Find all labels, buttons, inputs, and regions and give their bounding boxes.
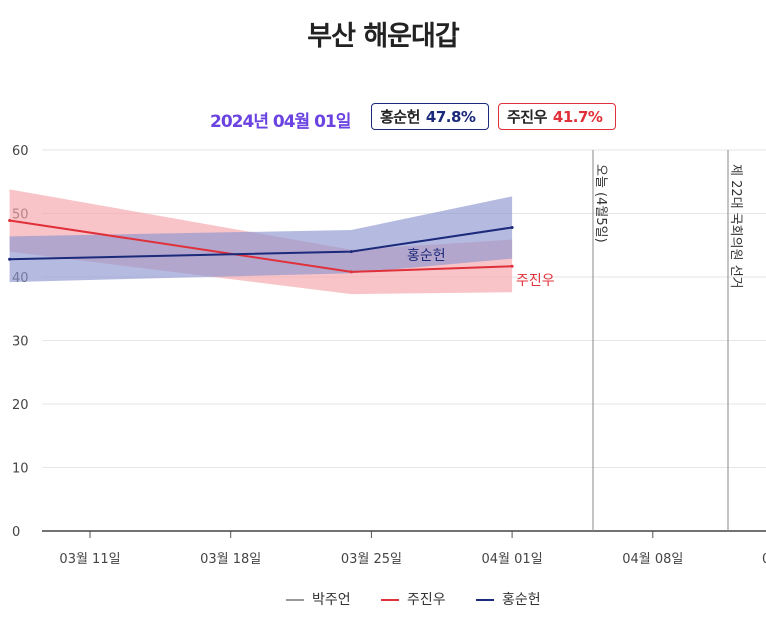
summary-bar: 2024년 04월 01일 홍순헌 47.8% 주진우 41.7% [0,103,766,133]
data-point [8,218,12,222]
confidence-band [9,196,513,283]
badge-hong-sunheon: 홍순헌 47.8% [371,103,489,130]
y-tick-label: 30 [12,335,29,350]
y-tick-label: 10 [12,462,29,477]
legend-swatch [381,599,399,601]
x-tick-label: 03월 11일 [59,552,120,567]
y-tick-label: 0 [12,525,20,540]
chart-title: 부산 해운대갑 [307,21,459,52]
legend-swatch [476,599,494,601]
data-point [349,250,353,254]
badge-ju-jinwoo: 주진우 41.7% [498,103,616,130]
x-tick-label: 03월 18일 [200,552,261,567]
summary-date: 2024년 04월 01일 [210,112,351,132]
legend-item-park[interactable]: 박주언 [286,590,351,610]
legend-swatch [286,599,304,601]
x-tick-label: 03월 25일 [341,552,402,567]
legend-item-hong[interactable]: 홍순헌 [476,590,541,610]
badge-name: 홍순헌 [380,108,420,126]
badge-value: 41.7% [552,108,603,126]
data-point [8,257,12,261]
x-tick-label-clipped: 0 [762,552,766,567]
annotation-label: 제 22대 국회의원 선거 [728,164,743,289]
y-tick-label: 20 [12,398,29,413]
legend-label: 주진우 [407,592,446,608]
badge-name: 주진우 [507,108,547,126]
legend-label: 홍순헌 [502,592,541,608]
badge-value: 47.8% [425,108,476,126]
data-point [349,270,353,274]
data-point [510,264,514,268]
x-tick-label: 04월 08일 [622,552,683,567]
data-point [510,225,514,229]
y-tick-label: 60 [12,144,29,159]
x-tick-label: 04월 01일 [482,552,543,567]
legend: 박주언 주진우 홍순헌 [0,590,766,610]
series-label-hong: 홍순헌 [407,248,446,264]
legend-item-ju[interactable]: 주진우 [381,590,446,610]
annotation-label: 오늘 (4월5일) [593,164,608,243]
legend-label: 박주언 [312,592,351,608]
series-label-ju: 주진우 [516,273,555,289]
